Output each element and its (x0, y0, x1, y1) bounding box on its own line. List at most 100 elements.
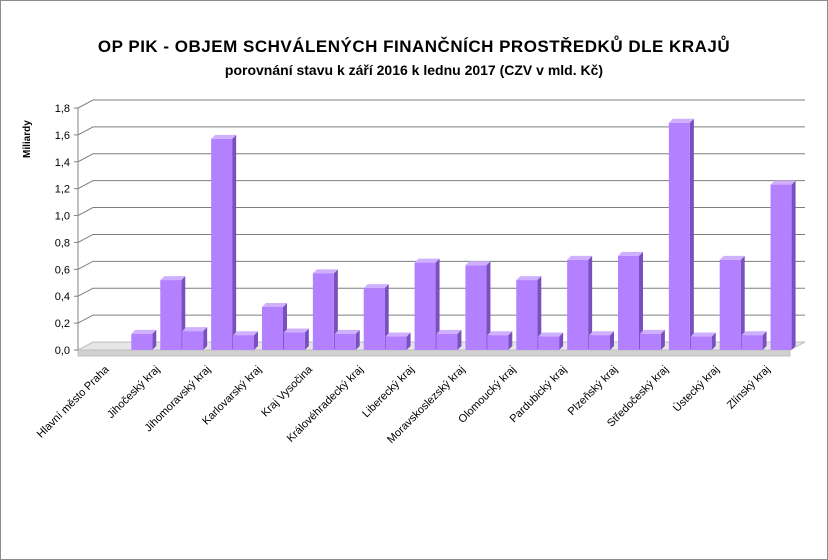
bar-series-1-top (589, 331, 614, 336)
bar-series-1-side (304, 328, 309, 350)
chart-subtitle: porovnání stavu k září 2016 k lednu 2017… (224, 62, 604, 78)
y-tick-label: 1,0 (55, 211, 70, 223)
bar-series-1 (334, 333, 356, 350)
chart-title: OP PIK - OBJEM SCHVÁLENÝCH FINANČNÍCH PR… (97, 37, 731, 56)
bar-series-2-top (465, 261, 491, 266)
bar-series-1-side (203, 327, 208, 350)
bar-series-2-top (211, 134, 237, 139)
bar-series-2 (312, 273, 334, 350)
bar-series-2 (618, 255, 639, 350)
bar-series-2-side (740, 255, 745, 350)
gridline (77, 180, 805, 190)
bar-series-2 (160, 280, 182, 350)
bar-series-2-top (668, 118, 694, 123)
y-tick-label: 0,8 (55, 237, 70, 249)
gridline (77, 233, 805, 243)
bar-series-1 (436, 333, 458, 350)
bar-series-1 (233, 335, 254, 350)
bar-series-1-side (355, 329, 360, 350)
bar-series-1-top (436, 329, 462, 334)
bar-series-1-top (741, 331, 767, 336)
bar-series-2-top (414, 258, 440, 263)
bar-series-2 (516, 280, 538, 350)
bar-series-2-side (537, 276, 542, 350)
bar-series-2 (262, 306, 283, 350)
x-tick-label: Jihočeský kraj (105, 364, 162, 421)
y-tick-label: 1,8 (55, 103, 70, 115)
bar-series-1-side (762, 331, 767, 350)
bar-series-1-top (131, 329, 157, 334)
bar-series-1 (741, 335, 763, 350)
bar-series-1-side (254, 331, 258, 350)
bar-series-1-side (457, 329, 462, 350)
bar-series-1-top (690, 332, 716, 337)
bar-series-2 (363, 288, 385, 350)
x-tick-label: Ústecký kraj (670, 363, 722, 415)
gridline (77, 287, 805, 297)
bar-series-2 (211, 138, 233, 350)
bar-series-1 (182, 331, 204, 350)
bar-series-1-top (334, 329, 360, 334)
bar-series-2 (719, 259, 741, 350)
bar-series-1-top (639, 329, 665, 334)
y-tick-label: 0,0 (55, 345, 70, 357)
bar-series-2-top (516, 276, 542, 281)
bar-series-2 (465, 265, 487, 350)
x-tick-label: Hlavní město Praha (35, 363, 112, 440)
bar-series-1-side (559, 332, 564, 350)
bar-series-1-top (182, 327, 208, 332)
gridline (77, 314, 805, 324)
bar-series-1-side (406, 332, 411, 350)
bar-series-2 (770, 184, 792, 350)
gridline (77, 153, 805, 163)
y-tick-label: 1,4 (55, 157, 70, 169)
y-tick-label: 0,4 (55, 291, 70, 303)
bar-series-1-top (538, 332, 564, 337)
bar-series-1 (283, 332, 305, 350)
bar-series-2 (668, 122, 690, 351)
bar-series-2-top (262, 302, 287, 307)
y-tick-label: 0,2 (55, 318, 70, 330)
bar-series-2-side (791, 180, 796, 350)
y-tick-label: 0,6 (55, 264, 70, 276)
bar-series-1-top (487, 331, 513, 336)
y-tick-label: 1,6 (55, 130, 70, 142)
bar-series-1-side (660, 329, 665, 350)
x-tick-label: Zlínský kraj (725, 364, 773, 412)
bar-series-1 (487, 335, 509, 350)
bar-series-2-side (333, 269, 338, 350)
bar-series-2-top (160, 276, 186, 281)
bar-series-1-top (283, 328, 309, 333)
bar-series-1 (589, 335, 610, 350)
bar-series-1-side (152, 329, 157, 350)
bar-series-1 (690, 336, 712, 350)
bar-series-2-side (384, 284, 389, 350)
bar-series-2-side (639, 251, 643, 350)
bar-series-1 (131, 333, 153, 350)
x-tick-label: Plzeňský kraj (566, 364, 620, 418)
bar-series-1 (538, 336, 560, 350)
bar-series-2-side (689, 118, 694, 351)
bar-series-2-top (312, 269, 338, 274)
gridline (77, 99, 805, 109)
gridline (77, 126, 805, 136)
y-tick-label: 1,2 (55, 184, 70, 196)
x-tick-label: Liberecký kraj (360, 364, 416, 420)
bar-series-2-side (588, 255, 593, 350)
bar-series-1-top (233, 331, 258, 336)
gridline (77, 260, 805, 270)
bar-series-1-side (508, 331, 513, 350)
bar-series-2-top (618, 251, 643, 256)
bar-series-1-side (711, 332, 716, 350)
bar-series-2 (414, 262, 436, 350)
bar-series-2-side (435, 258, 440, 350)
bar-series-2-top (567, 255, 593, 260)
chart-floor-edge (77, 349, 791, 357)
gridline (77, 207, 805, 216)
bar-series-2-top (719, 255, 745, 260)
x-tick-label: Kraj Vysočina (259, 363, 315, 419)
bar-series-1-side (610, 331, 614, 350)
bar-series-1-top (385, 332, 411, 337)
bar-series-2 (567, 259, 589, 350)
